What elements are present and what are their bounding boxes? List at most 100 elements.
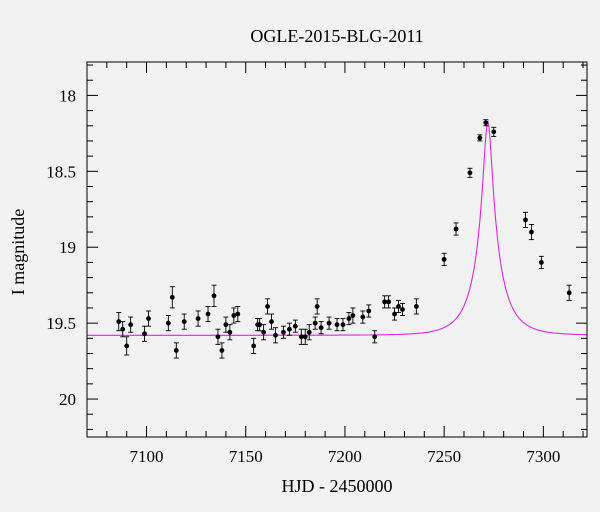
data-point	[272, 327, 278, 344]
data-marker	[195, 316, 201, 321]
data-marker	[265, 304, 270, 309]
data-marker	[298, 334, 304, 340]
data-point	[314, 298, 320, 315]
data-marker	[269, 319, 274, 325]
data-point	[173, 342, 179, 359]
data-point	[334, 318, 340, 332]
data-marker	[477, 135, 483, 141]
y-tick-label: 18	[59, 86, 76, 105]
data-point	[528, 223, 534, 241]
data-marker	[181, 319, 187, 325]
data-marker	[124, 343, 130, 349]
data-point	[372, 330, 378, 344]
data-point	[269, 313, 275, 330]
y-axis-title: I magnitude	[8, 209, 28, 295]
data-point	[326, 316, 332, 330]
data-marker	[173, 348, 179, 353]
y-tick-label: 19.5	[46, 314, 76, 333]
data-marker	[382, 299, 388, 305]
data-marker	[413, 304, 419, 309]
data-point	[453, 222, 459, 236]
data-point	[340, 318, 346, 332]
data-point	[566, 284, 572, 301]
data-point	[302, 328, 308, 345]
data-point	[386, 295, 392, 309]
x-tick-label: 7100	[130, 447, 164, 466]
data-marker	[441, 256, 447, 262]
data-marker	[292, 323, 298, 329]
data-point	[265, 298, 271, 315]
data-point	[124, 336, 130, 356]
data-point	[346, 312, 352, 326]
data-point	[312, 316, 318, 330]
data-point	[350, 307, 356, 324]
data-marker	[205, 311, 211, 317]
data-point	[142, 325, 148, 342]
data-point	[128, 316, 134, 333]
data-point	[392, 307, 398, 321]
data-point	[396, 299, 402, 313]
data-marker	[523, 217, 528, 223]
x-tick-label: 7200	[328, 447, 362, 466]
data-marker	[261, 329, 266, 335]
data-point	[441, 252, 447, 266]
data-point	[467, 167, 473, 178]
data-point	[366, 304, 372, 318]
data-marker	[318, 325, 324, 331]
data-marker	[538, 260, 544, 265]
data-marker	[286, 326, 292, 332]
data-point	[195, 310, 201, 327]
data-marker	[281, 329, 286, 335]
data-point	[477, 134, 483, 142]
data-marker	[302, 334, 308, 340]
data-marker	[211, 293, 217, 299]
data-marker	[360, 314, 366, 320]
data-marker	[491, 129, 497, 135]
data-marker	[566, 290, 572, 296]
data-marker	[231, 313, 237, 318]
data-point	[306, 324, 312, 341]
data-marker	[215, 334, 221, 340]
data-point	[211, 284, 217, 307]
x-axis-title: HJD - 2450000	[282, 476, 393, 496]
data-marker	[346, 316, 352, 321]
data-point	[231, 307, 237, 324]
data-point	[181, 313, 187, 330]
y-tick-label: 20	[59, 390, 76, 409]
data-marker	[372, 334, 378, 340]
data-point	[286, 322, 292, 336]
data-marker	[227, 329, 233, 335]
data-point	[261, 324, 267, 341]
model-curve	[87, 119, 587, 336]
data-marker	[219, 348, 225, 353]
data-marker	[223, 322, 229, 328]
data-marker	[169, 294, 175, 300]
data-marker	[165, 320, 171, 326]
data-point	[292, 319, 298, 333]
data-marker	[235, 311, 241, 317]
data-marker	[453, 226, 459, 232]
data-point	[146, 310, 152, 327]
data-marker	[306, 329, 312, 335]
data-point	[169, 286, 175, 309]
data-point	[215, 328, 221, 345]
data-marker	[400, 307, 405, 312]
data-marker	[350, 313, 356, 318]
axes: 7100 7150 7200 7250 7300 18 18.5 19 19.5 20	[46, 61, 588, 466]
data-marker	[116, 319, 122, 325]
data-point	[165, 315, 171, 332]
data-marker	[142, 331, 147, 337]
data-marker	[340, 322, 346, 328]
data-marker	[483, 120, 489, 126]
data-point	[483, 119, 489, 127]
data-point	[280, 325, 286, 339]
data-point	[491, 126, 497, 137]
data-marker	[312, 320, 318, 326]
chart-title: OGLE-2015-BLG-2011	[250, 26, 423, 46]
data-marker	[386, 299, 391, 305]
data-marker	[529, 229, 534, 235]
x-tick-label: 7300	[526, 447, 560, 466]
data-marker	[392, 311, 397, 317]
